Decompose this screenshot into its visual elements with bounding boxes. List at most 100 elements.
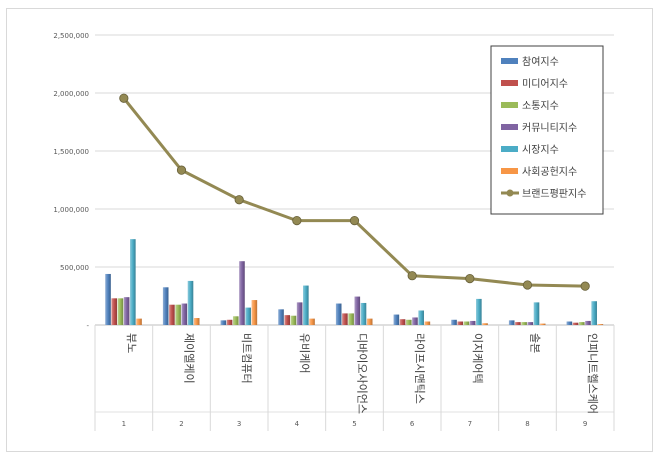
bar — [251, 300, 258, 325]
y-axis: - 500,000 1,000,000 1,500,000 2,000,000 2,500… — [53, 32, 89, 330]
bar — [591, 301, 597, 325]
legend-swatch — [501, 168, 518, 174]
bar — [418, 310, 424, 325]
line-point — [349, 216, 360, 226]
legend-swatch-marker — [506, 189, 514, 197]
x-tick-label: 3 — [237, 420, 241, 428]
bar — [566, 321, 573, 325]
bar — [469, 320, 476, 325]
bar — [136, 318, 142, 325]
bar — [463, 321, 470, 325]
line-point — [234, 195, 244, 205]
bar — [335, 303, 342, 325]
x-tick-label: 5 — [352, 420, 356, 428]
brand-reputation-chart: - 500,000 1,000,000 1,500,000 2,000,000 2,500… — [53, 32, 615, 431]
line-point — [292, 216, 302, 226]
bar — [508, 320, 515, 325]
x-category-label: 뷰노 — [125, 333, 138, 353]
bar — [527, 322, 534, 325]
bar — [515, 322, 521, 325]
bar — [309, 318, 315, 325]
bar — [187, 280, 194, 325]
bar — [539, 323, 546, 325]
bar — [457, 321, 464, 325]
legend-label: 브랜드평판지수 — [522, 188, 586, 200]
bar — [451, 319, 457, 325]
bar — [342, 313, 348, 325]
x-category-label: 인피니트헬스케어 — [586, 333, 599, 414]
bar — [405, 319, 412, 325]
bar — [169, 304, 175, 325]
chart-frame: - 500,000 1,000,000 1,500,000 2,000,000 2,500… — [6, 8, 653, 452]
legend-label: 소통지수 — [522, 100, 559, 112]
bar — [245, 307, 251, 325]
x-tick-label: 2 — [179, 420, 183, 428]
bar — [348, 313, 354, 325]
bar-series — [105, 239, 604, 325]
y-tick-label: 2,500,000 — [53, 32, 89, 40]
legend-swatch — [501, 80, 518, 86]
x-tick-label: 4 — [295, 420, 300, 428]
bar — [597, 324, 604, 325]
bar — [533, 302, 540, 325]
legend-label: 사회공헌지수 — [522, 166, 577, 178]
bar — [162, 287, 169, 325]
line-point — [465, 273, 475, 284]
bar — [123, 297, 130, 325]
x-category-label: 이지케어텍 — [471, 333, 484, 384]
x-tick-label: 9 — [583, 420, 587, 428]
bar — [303, 285, 309, 325]
legend-label: 커뮤니티지수 — [522, 122, 577, 134]
legend-swatch — [501, 102, 518, 108]
bar — [476, 298, 482, 325]
y-tick-label: 500,000 — [60, 264, 89, 272]
bar — [117, 298, 124, 325]
x-category-label: 라이프시맨틱스 — [413, 333, 426, 404]
bar — [278, 309, 284, 325]
y-tick-label: 2,000,000 — [53, 90, 89, 98]
x-category-label: 제이엘케이 — [183, 333, 196, 384]
legend-label: 미디어지수 — [522, 78, 568, 90]
y-tick-label: 1,500,000 — [53, 148, 89, 156]
bar — [181, 303, 188, 325]
brand-index-line — [119, 93, 590, 291]
x-tick-label: 1 — [122, 420, 126, 428]
bar — [111, 298, 118, 325]
bar — [585, 320, 591, 325]
legend-swatch — [501, 146, 518, 152]
line-point — [176, 165, 187, 175]
bar — [578, 322, 585, 325]
bar — [175, 304, 181, 325]
bar — [393, 314, 400, 325]
line-point — [522, 280, 533, 290]
y-tick-label: 1,000,000 — [53, 206, 89, 214]
bar — [521, 322, 527, 325]
legend-swatch — [501, 124, 518, 130]
x-category-label: 비트컴퓨터 — [240, 333, 253, 384]
x-tick-label: 7 — [468, 420, 472, 428]
line-point — [580, 281, 590, 291]
bar — [130, 239, 136, 325]
bar — [399, 319, 406, 325]
legend-label: 참여지수 — [522, 56, 559, 68]
bar — [296, 302, 303, 325]
y-tick-label: - — [86, 322, 89, 330]
bar — [572, 322, 579, 325]
legend-swatch — [501, 58, 518, 64]
bar — [354, 296, 361, 325]
x-category-label: 솔본 — [529, 333, 542, 353]
bar — [366, 318, 373, 325]
line-point — [407, 271, 417, 281]
bar — [232, 316, 239, 325]
bar — [220, 320, 227, 325]
line-point — [119, 93, 129, 103]
x-category-label: 유비케어 — [298, 333, 311, 373]
bar — [284, 315, 291, 325]
bar — [239, 261, 245, 325]
x-tick-label: 8 — [525, 420, 529, 428]
x-tick-label: 6 — [410, 420, 415, 428]
legend-label: 시장지수 — [522, 144, 559, 156]
bar — [424, 321, 431, 325]
